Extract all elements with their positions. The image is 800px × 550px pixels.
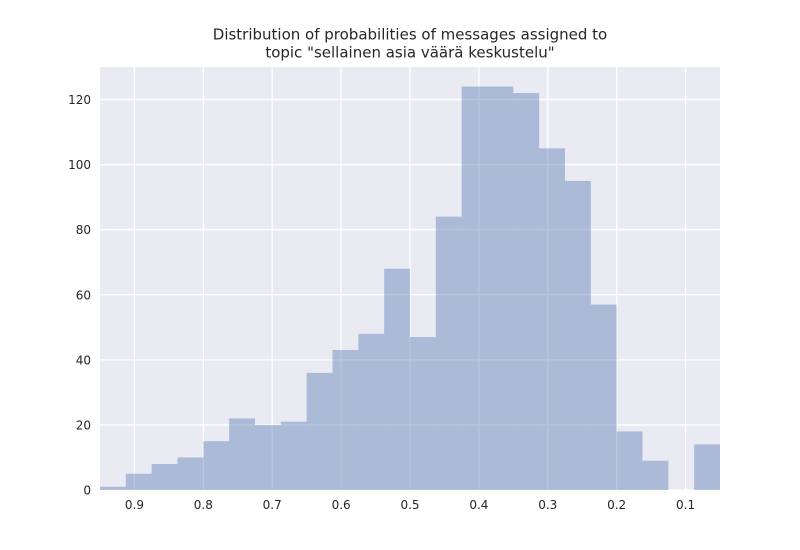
y-tick-label: 100	[68, 158, 91, 172]
histogram-bar	[565, 180, 591, 490]
x-tick-label: 0.1	[676, 498, 695, 512]
histogram-bar	[125, 473, 152, 490]
x-tick-label: 0.4	[469, 498, 488, 512]
x-tick-label: 0.6	[332, 498, 351, 512]
histogram-bar	[255, 424, 281, 490]
histogram-bar	[435, 216, 462, 490]
histogram-bar	[461, 86, 488, 491]
histogram-bar	[487, 86, 514, 491]
histogram-bar	[513, 93, 540, 491]
x-tick-label: 0.8	[194, 498, 213, 512]
grid-lines	[100, 67, 720, 491]
x-tick-label: 0.3	[538, 498, 557, 512]
y-tick-label: 20	[76, 418, 91, 432]
histogram-bar	[306, 372, 333, 490]
y-tick-label: 0	[83, 484, 91, 498]
y-axis-ticks: 0 20 40 60 80 100 120	[68, 93, 91, 497]
histogram-bar	[151, 463, 178, 490]
histogram-bar	[642, 460, 669, 490]
x-axis-ticks: 0.9 0.8 0.7 0.6 0.5 0.4 0.3 0.2 0.1	[125, 498, 695, 512]
x-tick-label: 0.2	[607, 498, 626, 512]
histogram-bar	[590, 304, 617, 490]
histogram-bar	[280, 421, 307, 490]
x-tick-label: 0.5	[400, 498, 419, 512]
chart-title-line-2: topic "sellainen asia väärä keskustelu"	[265, 44, 554, 62]
histogram-bar	[100, 486, 126, 490]
y-tick-label: 60	[76, 288, 91, 302]
x-tick-label: 0.7	[263, 498, 282, 512]
y-tick-label: 80	[76, 223, 91, 237]
histogram-bar	[177, 457, 204, 490]
histogram-bar	[410, 337, 436, 490]
histogram-bar	[229, 418, 255, 490]
histogram-bar	[203, 441, 230, 490]
y-tick-label: 40	[76, 353, 91, 367]
histogram-bar	[694, 444, 720, 490]
histogram-bar	[384, 268, 410, 490]
x-tick-label: 0.9	[125, 498, 144, 512]
histogram-bar	[358, 333, 385, 490]
histogram-bars	[100, 86, 720, 491]
histogram-bar	[332, 350, 359, 490]
histogram-bar	[539, 148, 565, 490]
y-tick-label: 120	[68, 93, 91, 107]
histogram-bar	[616, 431, 643, 490]
chart-title-line-1: Distribution of probabilities of message…	[213, 26, 607, 44]
